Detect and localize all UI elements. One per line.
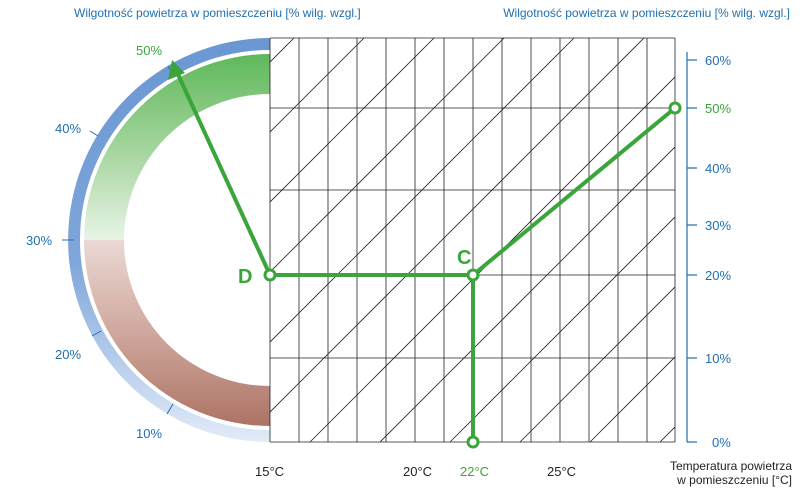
process-nodes: [263, 101, 682, 449]
node-C: [466, 268, 480, 282]
node-D: [263, 268, 277, 282]
process-path: [174, 69, 677, 442]
x-tick-label: 22°C: [460, 464, 489, 479]
point-label-C: C: [457, 247, 471, 269]
x-tick-label: 15°C: [255, 464, 284, 479]
node-50pct: [668, 101, 682, 115]
right-tick-label: 60%: [705, 53, 731, 68]
right-axis-title: Wilgotność powietrza w pomieszczeniu [% …: [503, 6, 790, 20]
brown-dry-band: [84, 240, 270, 426]
arc-tick-label: 50%: [136, 43, 162, 58]
left-axis-title: Wilgotność powietrza w pomieszczeniu [% …: [74, 6, 361, 20]
right-axis: [686, 52, 697, 443]
arc-tick-label: 20%: [55, 347, 81, 362]
green-comfort-band: [84, 54, 270, 240]
x-tick-label: 25°C: [547, 464, 576, 479]
arc-tick-label: 40%: [55, 121, 81, 136]
point-label-D: D: [238, 266, 252, 288]
arc-tick-label: 10%: [136, 426, 162, 441]
node-22c: [466, 435, 480, 449]
right-tick-label: 20%: [705, 268, 731, 283]
right-tick-label: 0%: [712, 435, 731, 450]
right-tick-label: 40%: [705, 161, 731, 176]
arc-tick-label: 30%: [26, 233, 52, 248]
x-axis-title: Temperatura powietrza w pomieszczeniu [°…: [669, 459, 792, 487]
right-tick-label: 10%: [705, 351, 731, 366]
x-tick-label: 20°C: [403, 464, 432, 479]
arrow-head-icon: [168, 60, 185, 80]
right-tick-label: 30%: [705, 218, 731, 233]
right-tick-label: 50%: [705, 101, 731, 116]
